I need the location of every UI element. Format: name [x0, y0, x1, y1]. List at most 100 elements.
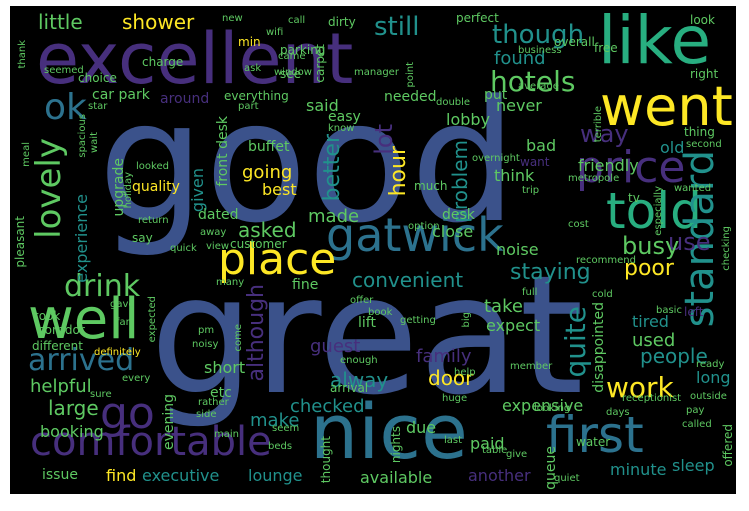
- word-see: see: [280, 67, 302, 81]
- word-nice: nice: [310, 387, 468, 476]
- word-everything: everything: [224, 89, 289, 103]
- word-minute: minute: [610, 460, 667, 479]
- word-overall: overall: [554, 35, 595, 49]
- word-new: new: [222, 13, 243, 24]
- word-took: took: [34, 309, 61, 323]
- word-arrived: arrived: [28, 343, 135, 378]
- word-definitely: definitely: [94, 347, 141, 358]
- word-lounge: lounge: [248, 466, 303, 485]
- word-car-park: car park: [92, 87, 150, 103]
- word-checking: checking: [721, 226, 732, 271]
- word-thank: thank: [17, 40, 28, 69]
- word-business: business: [518, 45, 562, 56]
- word-went: went: [600, 75, 733, 138]
- word-view: view: [206, 241, 230, 252]
- word-terrible: terrible: [593, 106, 604, 143]
- word-well: well: [28, 287, 140, 352]
- word-wait: wait: [89, 132, 100, 154]
- word-book: book: [368, 307, 393, 318]
- word-fine: fine: [292, 277, 319, 293]
- word-best: best: [262, 180, 297, 199]
- word-easy: easy: [328, 109, 361, 125]
- word-ask: ask: [244, 63, 262, 74]
- word-table: table: [482, 445, 508, 456]
- word-star: star: [88, 101, 108, 112]
- word-large: large: [48, 396, 99, 420]
- word-expect: expect: [486, 316, 541, 335]
- word-carpet: carpet: [313, 44, 327, 83]
- word-given: given: [188, 168, 207, 213]
- word-rather: rather: [198, 397, 229, 408]
- word-parking: parking: [280, 43, 326, 57]
- word-long: long: [696, 368, 731, 387]
- word-still: still: [374, 12, 420, 42]
- word-like: like: [598, 6, 712, 79]
- word-dirty: dirty: [328, 15, 356, 29]
- word-staying: staying: [510, 260, 591, 285]
- word-receptionist: receptionist: [622, 393, 682, 404]
- word-help: help: [454, 367, 476, 378]
- word-friendly: friendly: [578, 156, 639, 175]
- word-never: never: [496, 96, 542, 115]
- word-nights: nights: [389, 426, 403, 464]
- word-way: way: [580, 120, 629, 148]
- word-wifi: wifi: [266, 27, 284, 38]
- word-ok: ok: [44, 87, 87, 128]
- word-overnight: overnight: [472, 153, 520, 164]
- word-available: available: [360, 468, 433, 487]
- word-people: people: [640, 344, 708, 368]
- word-front-desk: front desk: [215, 116, 231, 187]
- word-min: min: [238, 35, 261, 49]
- word-quiet: quiet: [554, 473, 580, 484]
- word-double: double: [436, 97, 471, 108]
- word-enough: enough: [340, 355, 378, 366]
- word-door: door: [428, 366, 474, 390]
- word-alway: alway: [330, 368, 389, 392]
- word-etc: etc: [210, 385, 232, 401]
- word-use: use: [668, 228, 711, 256]
- word-better: better: [320, 134, 345, 202]
- word-family: family: [416, 346, 472, 367]
- word-return: return: [138, 215, 169, 226]
- word-asked: asked: [238, 218, 297, 242]
- word-gave: gave: [110, 299, 135, 310]
- word-although: although: [244, 284, 269, 382]
- word-water: water: [576, 435, 611, 449]
- word-big: big: [461, 312, 472, 328]
- word-average: average: [518, 81, 559, 92]
- word-basic: basic: [656, 305, 682, 316]
- word-quick: quick: [170, 243, 197, 254]
- word-hour: hour: [386, 146, 411, 197]
- word-executive: executive: [142, 466, 220, 485]
- word-sleep: sleep: [672, 456, 715, 475]
- word-lobby: lobby: [446, 110, 491, 129]
- word-disappointed: disappointed: [591, 302, 607, 393]
- word-offered: offered: [721, 424, 735, 467]
- word-bad: bad: [526, 136, 557, 155]
- word-say: say: [132, 231, 153, 245]
- word-every: every: [122, 373, 151, 384]
- word-make: make: [250, 410, 300, 431]
- word-guest: guest: [310, 336, 361, 357]
- word-issue: issue: [42, 467, 78, 483]
- word-dated: dated: [198, 207, 239, 223]
- word-experience: experience: [72, 194, 91, 283]
- word-call: call: [288, 15, 306, 26]
- word-outside: outside: [690, 391, 727, 402]
- word-comfortable: comfortable: [30, 419, 272, 465]
- word-called: called: [682, 419, 712, 430]
- word-gatwick: gatwick: [326, 208, 504, 262]
- word-paid: paid: [470, 434, 505, 453]
- word-look: look: [690, 13, 715, 27]
- word-used: used: [632, 330, 676, 351]
- word-needed: needed: [384, 89, 437, 105]
- word-last: last: [444, 435, 463, 446]
- word-part: part: [238, 101, 259, 112]
- word-around: around: [160, 91, 210, 107]
- word-charge: charge: [142, 55, 184, 69]
- word-side: side: [196, 409, 217, 420]
- word-recommend: recommend: [576, 255, 636, 266]
- word-short: short: [204, 358, 246, 377]
- word-offer: offer: [350, 295, 374, 306]
- word-looking: looking: [534, 403, 571, 414]
